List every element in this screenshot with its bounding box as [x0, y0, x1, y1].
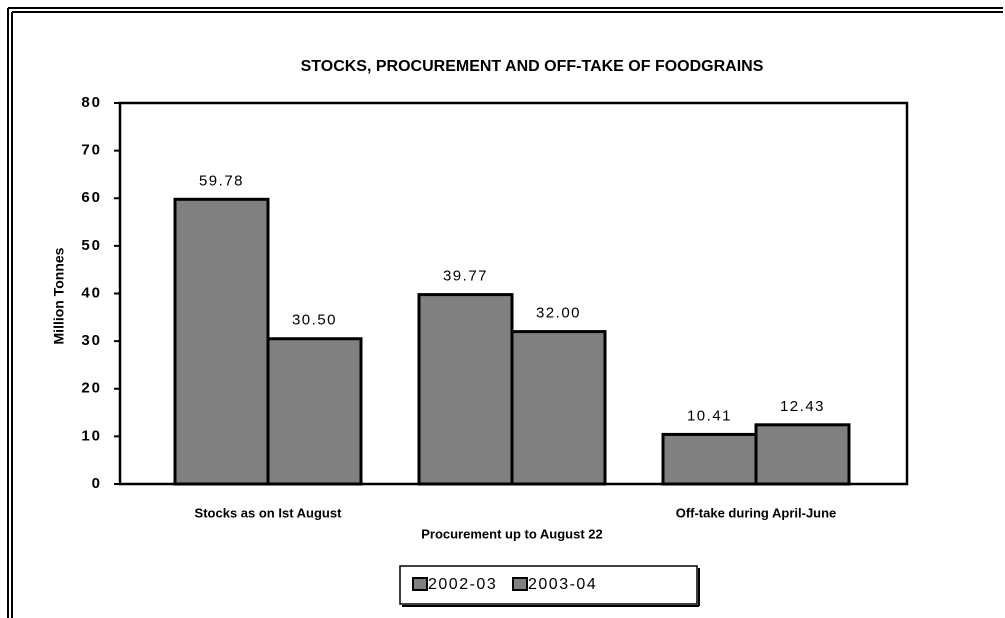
y-tick-label: 40	[81, 284, 102, 301]
y-tick-label: 50	[81, 237, 102, 254]
bar	[510, 330, 607, 486]
y-tick-label: 60	[81, 189, 102, 206]
legend-swatch	[512, 577, 528, 591]
value-label: 32.00	[536, 305, 581, 322]
value-label: 10.41	[687, 407, 732, 424]
chart-title: STOCKS, PROCUREMENT AND OFF-TAKE OF FOOD…	[301, 58, 764, 75]
value-label: 30.50	[292, 312, 337, 329]
value-label: 59.78	[199, 172, 244, 189]
y-tick-label: 10	[81, 427, 102, 444]
bar	[754, 423, 851, 486]
value-label: 12.43	[780, 398, 825, 415]
x-tick-label: Stocks as on Ist August	[195, 505, 343, 520]
y-tick-label: 20	[81, 380, 102, 397]
legend-label: 2002-03	[428, 576, 497, 593]
y-axis-label: Million Tonnes	[51, 247, 67, 344]
x-tick-label: Procurement up to August 22	[421, 526, 603, 541]
legend-swatch	[412, 577, 428, 591]
value-label: 39.77	[443, 268, 488, 285]
bar	[173, 197, 270, 486]
bar	[417, 293, 514, 486]
y-tick-label: 30	[81, 332, 102, 349]
bar	[266, 337, 363, 486]
y-tick-label: 80	[81, 94, 102, 111]
legend	[399, 565, 698, 605]
x-tick-label: Off-take during April-June	[676, 505, 837, 520]
bar	[661, 432, 758, 486]
legend-label: 2003-04	[528, 576, 597, 593]
y-tick-label: 0	[92, 475, 102, 492]
y-tick-label: 70	[81, 142, 102, 159]
